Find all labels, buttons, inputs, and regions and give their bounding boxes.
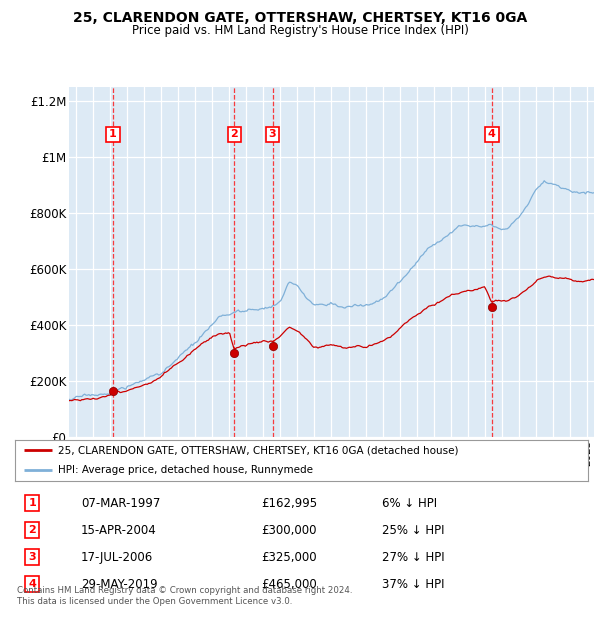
Text: 29-MAY-2019: 29-MAY-2019 (81, 578, 158, 591)
Text: 27% ↓ HPI: 27% ↓ HPI (382, 551, 445, 564)
Text: Price paid vs. HM Land Registry's House Price Index (HPI): Price paid vs. HM Land Registry's House … (131, 24, 469, 37)
Text: 1: 1 (109, 130, 117, 140)
Text: 25% ↓ HPI: 25% ↓ HPI (382, 524, 444, 537)
Text: 2: 2 (230, 130, 238, 140)
Text: 25, CLARENDON GATE, OTTERSHAW, CHERTSEY, KT16 0GA (detached house): 25, CLARENDON GATE, OTTERSHAW, CHERTSEY,… (58, 445, 458, 455)
Text: 07-MAR-1997: 07-MAR-1997 (81, 497, 160, 510)
Text: 3: 3 (269, 130, 277, 140)
Text: 6% ↓ HPI: 6% ↓ HPI (382, 497, 437, 510)
Text: 17-JUL-2006: 17-JUL-2006 (81, 551, 153, 564)
Text: 2: 2 (28, 525, 36, 535)
Text: 37% ↓ HPI: 37% ↓ HPI (382, 578, 444, 591)
Text: 25, CLARENDON GATE, OTTERSHAW, CHERTSEY, KT16 0GA: 25, CLARENDON GATE, OTTERSHAW, CHERTSEY,… (73, 11, 527, 25)
Text: 4: 4 (28, 579, 36, 589)
Text: Contains HM Land Registry data © Crown copyright and database right 2024.
This d: Contains HM Land Registry data © Crown c… (17, 585, 352, 606)
Text: £465,000: £465,000 (262, 578, 317, 591)
Text: 15-APR-2004: 15-APR-2004 (81, 524, 157, 537)
Text: £325,000: £325,000 (262, 551, 317, 564)
Text: £162,995: £162,995 (262, 497, 317, 510)
Text: 4: 4 (488, 130, 496, 140)
Text: £300,000: £300,000 (262, 524, 317, 537)
Text: HPI: Average price, detached house, Runnymede: HPI: Average price, detached house, Runn… (58, 466, 313, 476)
Text: 3: 3 (28, 552, 36, 562)
Text: 1: 1 (28, 498, 36, 508)
